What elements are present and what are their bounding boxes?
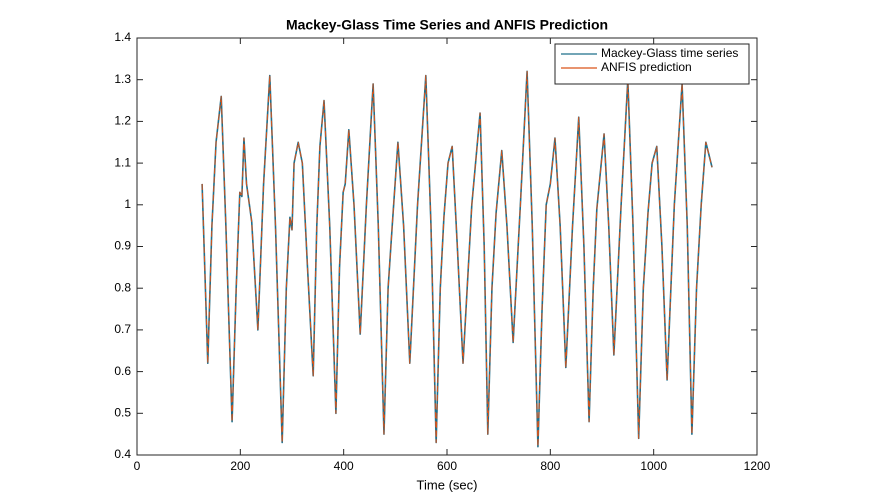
x-tick-label: 1200 xyxy=(744,459,771,473)
y-tick-label: 0.8 xyxy=(114,280,131,294)
y-tick-label: 0.4 xyxy=(114,447,131,461)
x-tick-label: 0 xyxy=(134,459,141,473)
x-tick-label: 400 xyxy=(334,459,354,473)
x-tick-label: 600 xyxy=(437,459,457,473)
y-tick-label: 0.6 xyxy=(114,364,131,378)
y-tick-label: 1.2 xyxy=(114,114,131,128)
x-axis-label: Time (sec) xyxy=(417,477,478,492)
y-tick-label: 1.1 xyxy=(114,155,131,169)
chart-title: Mackey-Glass Time Series and ANFIS Predi… xyxy=(286,17,608,33)
legend-box xyxy=(554,43,750,85)
x-tick-label: 1000 xyxy=(640,459,667,473)
y-tick-label: 1.4 xyxy=(114,30,131,44)
series-line xyxy=(201,70,713,448)
x-tick-label: 800 xyxy=(540,459,560,473)
y-tick-label: 0.7 xyxy=(114,322,131,336)
y-tick-label: 1.3 xyxy=(114,72,131,86)
x-tick-label: 200 xyxy=(230,459,250,473)
legend-label: ANFIS prediction xyxy=(601,60,692,74)
legend-label: Mackey-Glass time series xyxy=(601,46,738,60)
plot-area xyxy=(136,37,758,456)
y-tick-label: 0.9 xyxy=(114,239,131,253)
y-tick-label: 0.5 xyxy=(114,405,131,419)
y-tick-label: 1 xyxy=(124,197,131,211)
